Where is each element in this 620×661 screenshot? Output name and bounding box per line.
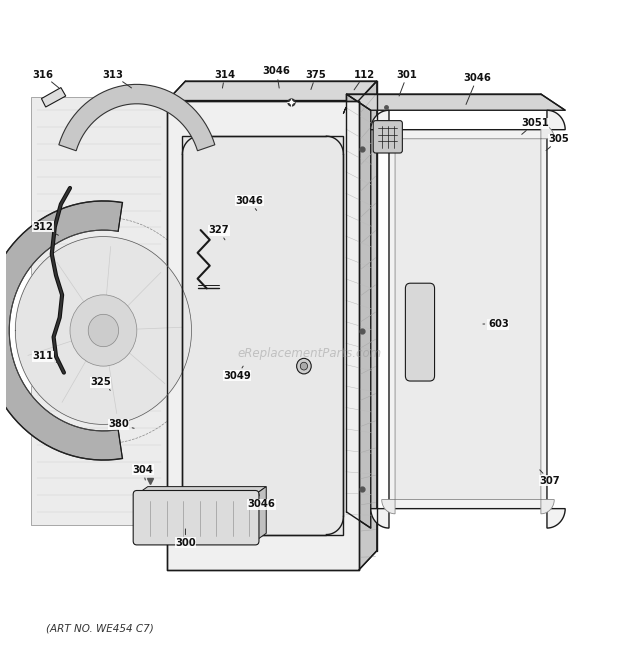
Polygon shape (358, 81, 377, 570)
Polygon shape (182, 136, 343, 535)
Polygon shape (347, 94, 565, 110)
FancyBboxPatch shape (373, 120, 402, 153)
Text: 3046: 3046 (463, 73, 491, 104)
Text: 3046: 3046 (236, 196, 263, 210)
Circle shape (88, 315, 118, 346)
Text: 3049: 3049 (223, 366, 251, 381)
Text: 3046: 3046 (263, 66, 291, 88)
Polygon shape (167, 81, 377, 100)
Text: 311: 311 (32, 352, 58, 363)
Polygon shape (0, 201, 122, 460)
Polygon shape (42, 87, 66, 107)
Polygon shape (137, 486, 266, 494)
Text: 327: 327 (208, 225, 229, 240)
FancyBboxPatch shape (133, 490, 259, 545)
Text: 3046: 3046 (247, 494, 275, 509)
Polygon shape (16, 237, 192, 424)
Polygon shape (371, 110, 565, 528)
Text: 301: 301 (397, 69, 418, 96)
Text: 312: 312 (32, 222, 58, 235)
Text: 300: 300 (175, 529, 196, 548)
Polygon shape (59, 85, 215, 151)
Text: (ART NO. WE454 C7): (ART NO. WE454 C7) (46, 623, 153, 633)
Text: 305: 305 (546, 134, 570, 151)
Polygon shape (382, 124, 554, 514)
Text: 3051: 3051 (521, 118, 549, 134)
Text: 603: 603 (483, 319, 509, 329)
Text: 380: 380 (108, 420, 134, 430)
Text: eReplacementParts.com: eReplacementParts.com (238, 346, 382, 360)
Text: 112: 112 (354, 69, 375, 90)
Text: 375: 375 (306, 69, 327, 89)
Circle shape (70, 295, 137, 366)
Text: 307: 307 (539, 470, 560, 486)
Text: 314: 314 (215, 69, 236, 88)
FancyBboxPatch shape (405, 283, 435, 381)
Polygon shape (30, 97, 167, 525)
Circle shape (300, 362, 308, 370)
Polygon shape (255, 486, 266, 541)
Text: 325: 325 (90, 377, 111, 390)
Text: 304: 304 (133, 465, 153, 480)
Text: 313: 313 (102, 69, 131, 88)
Text: 316: 316 (32, 69, 59, 88)
Polygon shape (347, 94, 371, 528)
Polygon shape (167, 100, 358, 570)
Circle shape (296, 358, 311, 374)
